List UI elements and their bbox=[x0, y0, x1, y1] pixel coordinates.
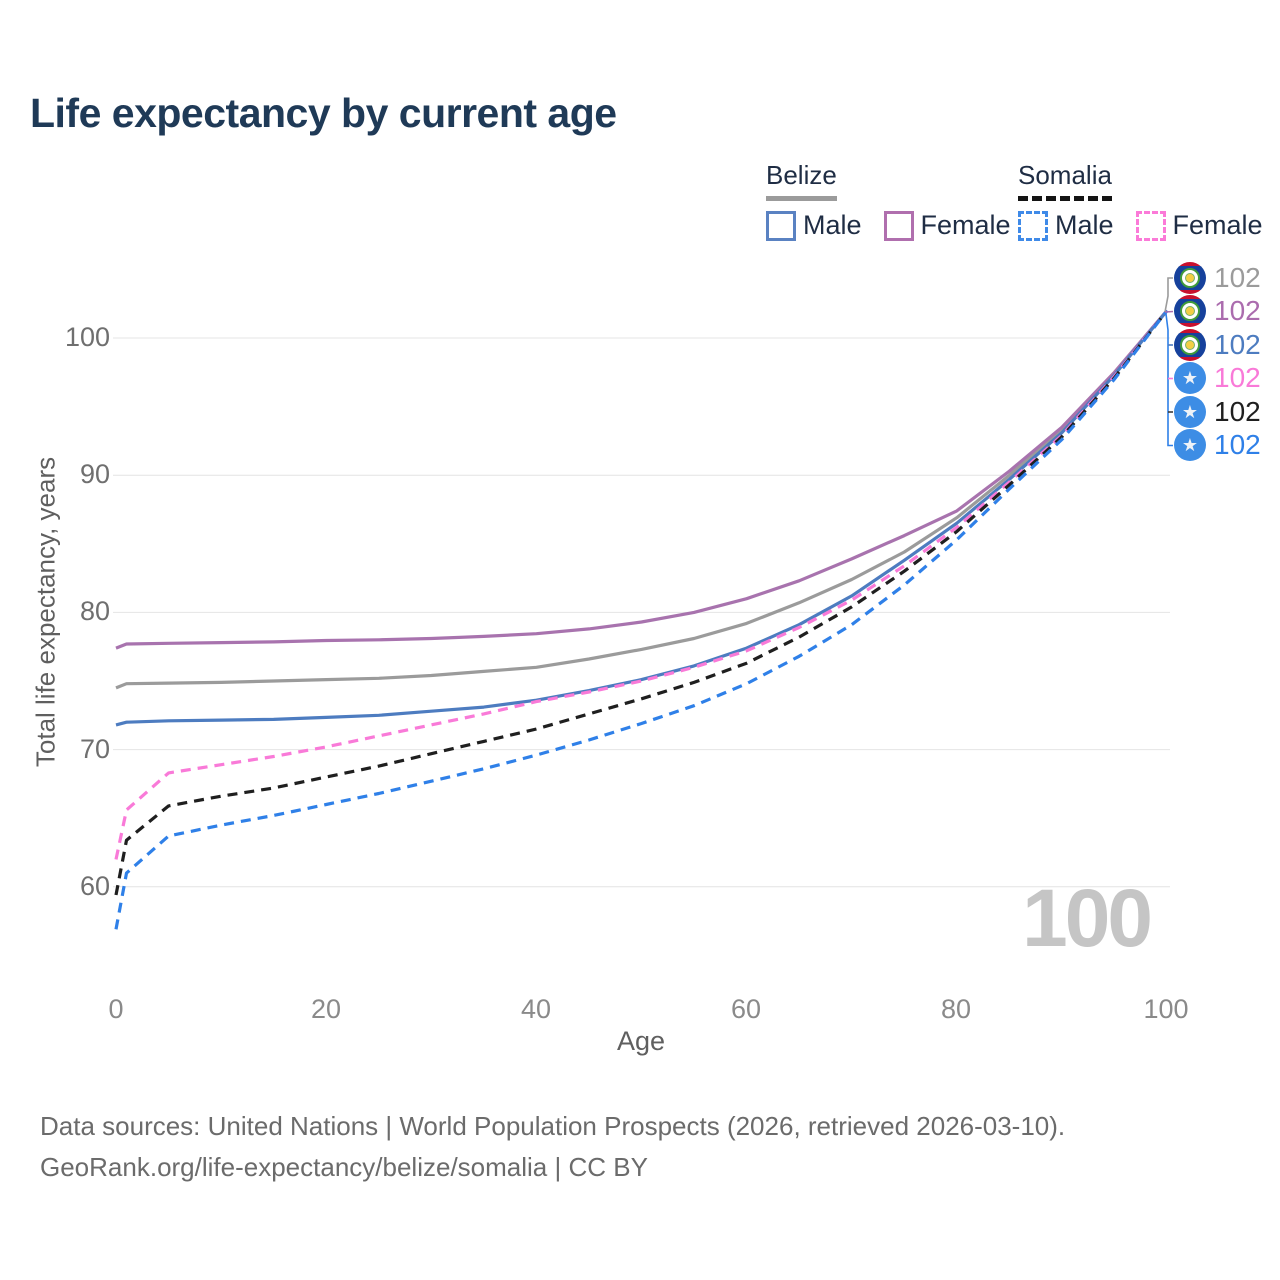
y-tick-90: 90 bbox=[79, 459, 110, 489]
somalia-flag-icon bbox=[1174, 396, 1206, 428]
series-line-belize-all bbox=[115, 309, 1169, 690]
end-label-row-belize-male[interactable]: 102 bbox=[1174, 329, 1261, 361]
end-label-value: 102 bbox=[1214, 429, 1261, 460]
series-line-somalia-male bbox=[114, 309, 1169, 930]
data-sources-line: Data sources: United Nations | World Pop… bbox=[40, 1111, 1066, 1141]
y-tick-100: 100 bbox=[64, 322, 110, 352]
end-label-value: 102 bbox=[1214, 295, 1261, 326]
legend-item-belize-male[interactable]: Male bbox=[766, 210, 862, 241]
end-label-row-belize-female[interactable]: 102 bbox=[1174, 295, 1261, 327]
age-counter-watermark: 100 bbox=[1022, 873, 1153, 964]
end-label-value: 102 bbox=[1214, 262, 1261, 293]
legend-belize-male-label: Male bbox=[803, 210, 862, 240]
series-line-somalia-all bbox=[114, 309, 1169, 896]
attribution-line: GeoRank.org/life-expectancy/belize/somal… bbox=[40, 1152, 648, 1182]
somalia-flag-icon bbox=[1174, 429, 1206, 461]
end-label-value: 102 bbox=[1214, 362, 1261, 393]
legend-belize-row: Male Female bbox=[766, 210, 1011, 241]
legend-somalia: Somalia Male Female bbox=[1018, 160, 1263, 241]
belize-flag-icon bbox=[1174, 262, 1206, 294]
somalia-male-swatch bbox=[1018, 210, 1048, 241]
legend-belize-heading[interactable]: Belize bbox=[766, 160, 837, 201]
belize-male-swatch bbox=[766, 210, 796, 241]
legend-item-belize-female[interactable]: Female bbox=[883, 210, 1011, 241]
belize-flag-icon bbox=[1174, 329, 1206, 361]
x-axis-title: Age bbox=[616, 1026, 666, 1056]
x-tick-0: 0 bbox=[108, 994, 124, 1024]
y-tick-70: 70 bbox=[79, 734, 110, 764]
legend-somalia-female-label: Female bbox=[1172, 210, 1263, 240]
end-label-row-belize-all[interactable]: 102 bbox=[1174, 262, 1261, 294]
legend-somalia-heading[interactable]: Somalia bbox=[1018, 160, 1112, 201]
legend-somalia-male-label: Male bbox=[1055, 210, 1114, 240]
somalia-flag-icon bbox=[1174, 362, 1206, 394]
end-label-row-somalia-female[interactable]: 102 bbox=[1174, 362, 1261, 394]
legend-item-somalia-male[interactable]: Male bbox=[1018, 210, 1114, 241]
x-tick-80: 80 bbox=[940, 994, 972, 1024]
legend-item-somalia-female[interactable]: Female bbox=[1135, 210, 1263, 241]
gridlines bbox=[113, 337, 1170, 888]
legend-belize-female-label: Female bbox=[920, 210, 1011, 240]
x-tick-20: 20 bbox=[310, 994, 342, 1024]
end-label-row-somalia-male[interactable]: 102 bbox=[1174, 429, 1261, 461]
legend-belize: Belize Male Female bbox=[766, 160, 1011, 241]
end-label-connectors bbox=[1164, 277, 1174, 447]
y-tick-60: 60 bbox=[79, 871, 110, 901]
belize-flag-icon bbox=[1174, 295, 1206, 327]
x-tick-60: 60 bbox=[730, 994, 762, 1024]
series-lines bbox=[114, 309, 1169, 930]
legend-somalia-row: Male Female bbox=[1018, 210, 1263, 241]
somalia-female-swatch bbox=[1135, 210, 1166, 241]
footer: Data sources: United Nations | World Pop… bbox=[40, 1106, 1065, 1188]
x-tick-100: 100 bbox=[1143, 994, 1189, 1024]
end-label-value: 102 bbox=[1214, 396, 1261, 427]
y-tick-80: 80 bbox=[79, 596, 110, 626]
page-title: Life expectancy by current age bbox=[30, 90, 617, 136]
series-line-belize-male bbox=[115, 309, 1169, 727]
x-tick-40: 40 bbox=[520, 994, 552, 1024]
end-label-row-somalia-all[interactable]: 102 bbox=[1174, 396, 1261, 428]
series-line-belize-female bbox=[115, 309, 1169, 650]
belize-female-swatch bbox=[883, 210, 914, 241]
series-line-somalia-female bbox=[114, 309, 1169, 860]
end-label-value: 102 bbox=[1214, 329, 1261, 360]
